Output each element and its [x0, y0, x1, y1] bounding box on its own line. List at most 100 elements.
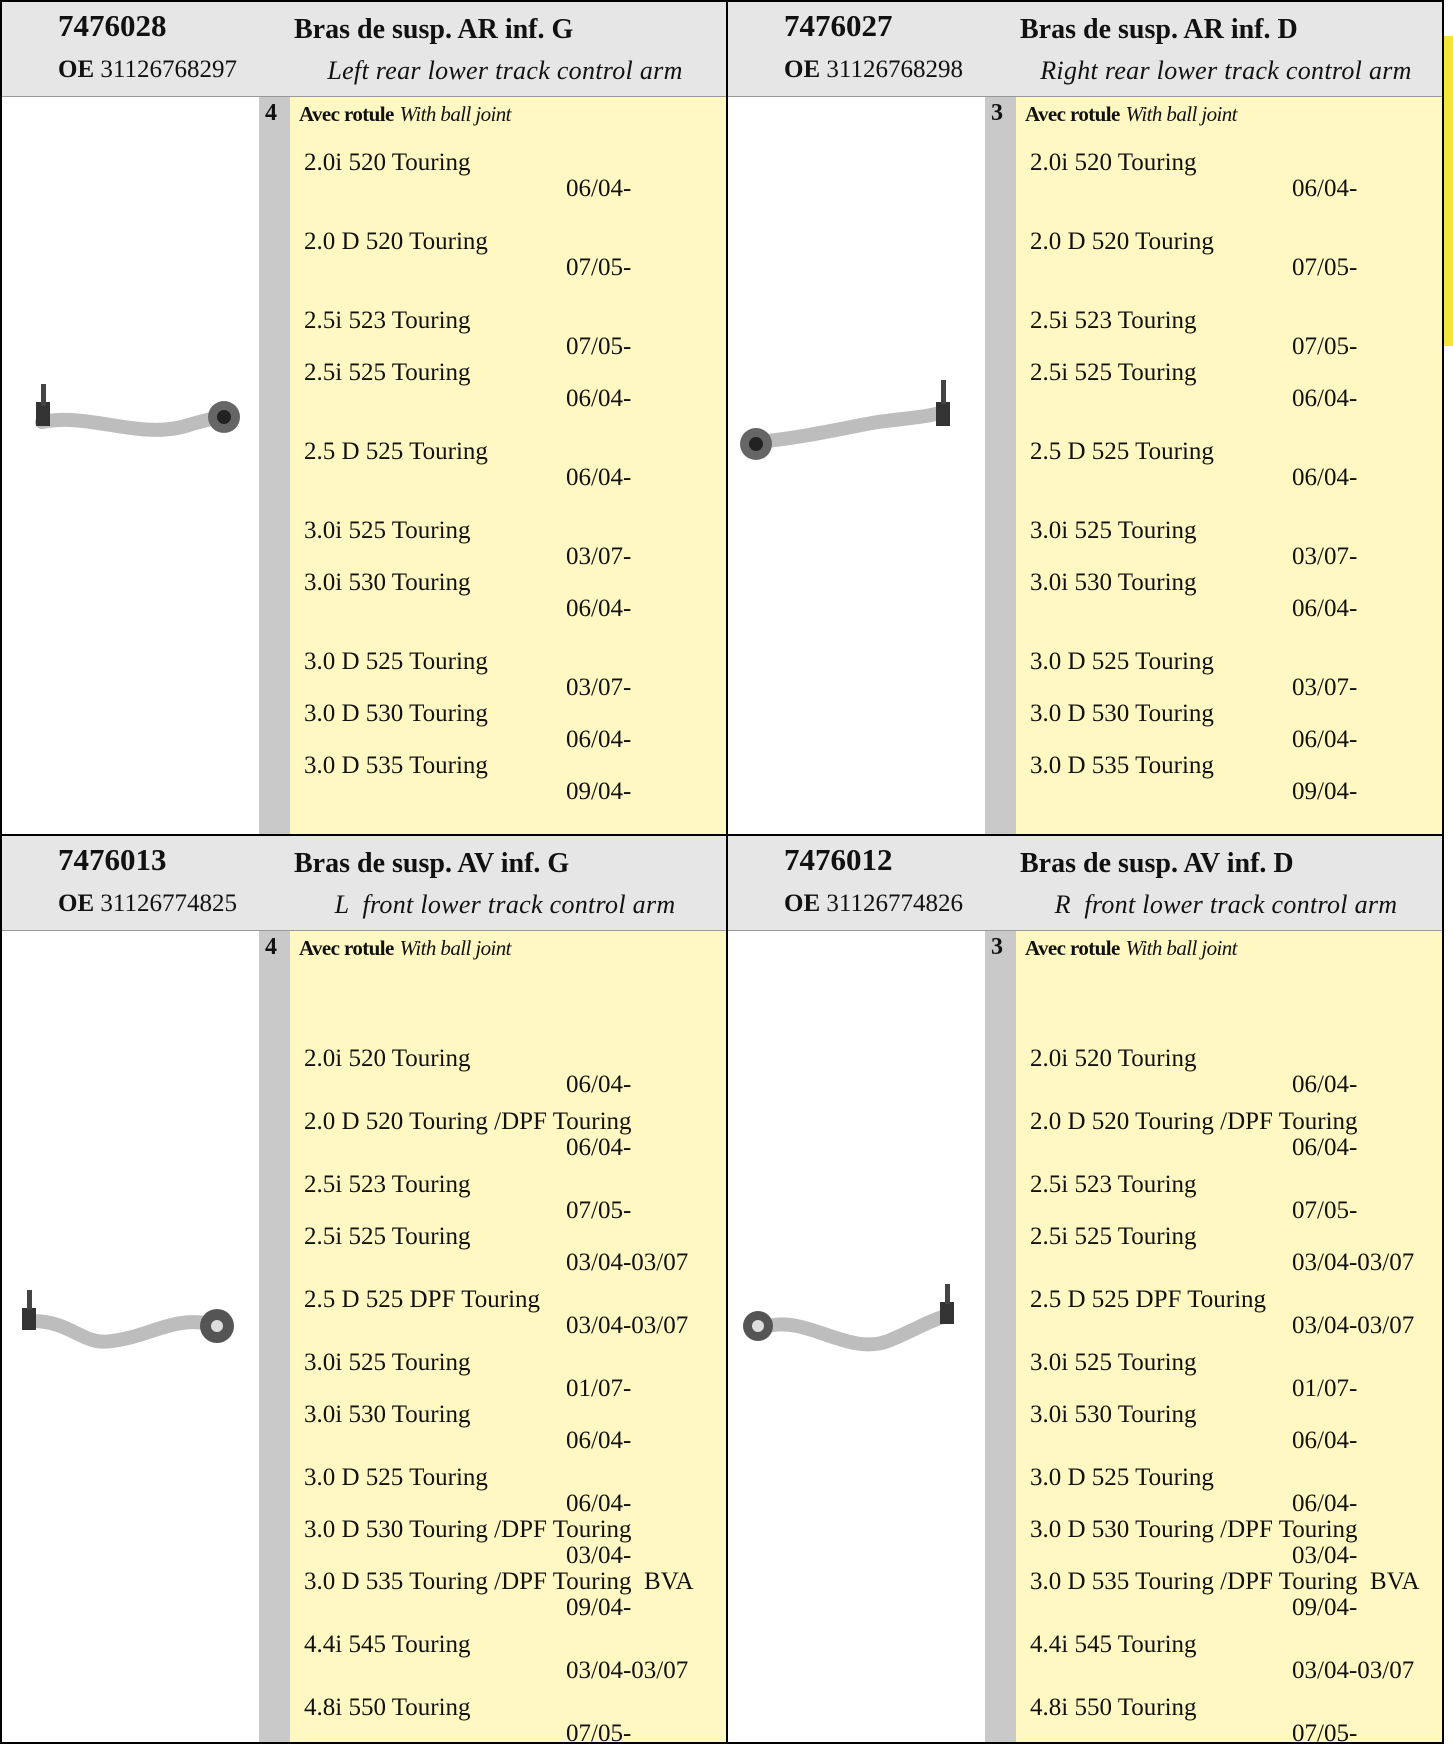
panel-header: 7476027 Bras de susp. AR inf. D OE 3112676… — [728, 2, 1442, 97]
application-group: 3.0i 525 Touring 03/07- 3.0i 530 Touring 06… — [304, 518, 722, 622]
note-french: Avec rotule — [299, 936, 394, 960]
production-date: 06/04- — [1292, 1134, 1358, 1161]
application-group: 2.0 D 520 Touring /DPF Touring 06/04- — [304, 1109, 722, 1161]
oe-value: 31126768298 — [826, 56, 963, 83]
production-date: 07/05- — [1292, 333, 1358, 360]
application-row: 2.5 D 525 Touring 06/04- — [304, 439, 722, 491]
application-row: 2.5i 523 Touring 07/05- — [1030, 1172, 1438, 1224]
application-row: 2.5i 523 Touring 07/05- — [304, 308, 722, 360]
application-row: 3.0 D 530 Touring /DPF Touring 03/04- — [304, 1517, 722, 1569]
application-row: 3.0 D 525 Touring 03/07- — [1030, 649, 1438, 701]
vehicle-model: 4.4i 545 Touring — [304, 1631, 471, 1658]
application-list: 2.0i 520 Touring 06/04- 2.0 D 520 Touring … — [1030, 1045, 1438, 1744]
vehicle-model: 2.5 D 525 Touring — [1030, 438, 1214, 465]
vehicle-model: 2.5 D 525 Touring — [304, 438, 488, 465]
vehicle-model: 3.0i 525 Touring — [1030, 517, 1197, 544]
oe-number: OE 31126774826 — [784, 890, 963, 918]
vehicle-model: 3.0 D 535 Touring — [304, 752, 488, 779]
vehicle-model: 3.0 D 530 Touring /DPF Touring — [304, 1516, 632, 1543]
application-row: 3.0 D 530 Touring 06/04- — [304, 701, 722, 753]
application-row: 3.0 D 535 Touring 09/04- — [304, 753, 722, 805]
application-row: 2.0 D 520 Touring /DPF Touring 06/04- — [304, 1109, 722, 1161]
vehicle-model: 3.0i 530 Touring — [304, 1401, 471, 1428]
application-row: 2.5i 525 Touring 03/04-03/07 — [304, 1224, 722, 1276]
application-list: 2.0i 520 Touring 06/04- 2.0 D 520 Touring 0… — [304, 150, 722, 835]
application-group: 2.5 D 525 Touring 06/04- — [1030, 439, 1438, 491]
note-english: With ball joint — [1125, 102, 1238, 126]
vehicle-model: 2.5i 523 Touring — [304, 1171, 471, 1198]
production-date: 09/04- — [566, 778, 632, 805]
application-row: 2.5i 523 Touring 07/05- — [1030, 308, 1438, 360]
product-panel: 7476028 Bras de susp. AR inf. G OE 3112676… — [0, 0, 728, 836]
note-english: With ball joint — [399, 102, 512, 126]
production-date: 01/07- — [566, 1375, 632, 1402]
product-code: 7476027 — [784, 8, 893, 43]
application-row: 3.0i 530 Touring 06/04- — [1030, 1402, 1438, 1454]
vehicle-model: 2.0i 520 Touring — [304, 149, 471, 176]
production-date: 06/04- — [566, 595, 632, 622]
application-row: 2.0i 520 Touring 06/04- — [304, 1046, 722, 1098]
production-date: 07/05- — [1292, 1197, 1358, 1224]
application-list: 2.0i 520 Touring 06/04- 2.0 D 520 Touring 0… — [1030, 150, 1438, 835]
note-english: With ball joint — [1125, 936, 1238, 960]
production-date: 03/04-03/07 — [566, 1657, 689, 1684]
production-date: 06/04- — [1292, 1427, 1358, 1454]
note: Avec rotule With ball joint — [299, 102, 511, 127]
product-panel: 7476012 Bras de susp. AV inf. D OE 3112677… — [726, 834, 1444, 1744]
production-date: 07/05- — [566, 333, 632, 360]
production-date: 03/04- — [1292, 1542, 1358, 1569]
production-date: 07/05- — [1292, 254, 1358, 281]
panel-header: 7476012 Bras de susp. AV inf. D OE 3112677… — [728, 836, 1442, 931]
application-row: 2.5i 525 Touring 03/04-03/07 — [1030, 1224, 1438, 1276]
application-row: 2.5i 523 Touring 07/05- — [304, 1172, 722, 1224]
quantity: 4 — [265, 100, 277, 126]
vehicle-model: 3.0 D 530 Touring — [1030, 700, 1214, 727]
production-date: 06/04- — [566, 726, 632, 753]
application-row: 3.0i 525 Touring 01/07- — [304, 1350, 722, 1402]
application-group: 2.5i 523 Touring 07/05- 2.5i 525 Touring 03… — [304, 1172, 722, 1276]
oe-value: 31126774825 — [100, 890, 237, 917]
application-group: 3.0 D 525 Touring 03/07- 3.0 D 530 Touring… — [1030, 649, 1438, 805]
vehicle-model: 3.0i 530 Touring — [304, 569, 471, 596]
application-group: 3.0 D 525 Touring 03/07- 3.0 D 530 Touring… — [304, 649, 722, 805]
yellow-column — [290, 930, 726, 1742]
product-code: 7476028 — [58, 8, 167, 43]
application-group: 4.8i 550 Touring 07/05- — [304, 1695, 722, 1743]
strip-column — [985, 96, 1016, 834]
application-group: 2.0i 520 Touring 06/04- — [1030, 150, 1438, 202]
application-row: 2.5 D 525 DPF Touring 03/04-03/07 — [304, 1287, 722, 1339]
vehicle-model: 3.0 D 525 Touring — [1030, 648, 1214, 675]
note-french: Avec rotule — [1025, 102, 1120, 126]
production-date: 03/04-03/07 — [1292, 1312, 1415, 1339]
oe-label: OE — [58, 890, 95, 917]
production-date: 03/04-03/07 — [1292, 1249, 1415, 1276]
product-code: 7476012 — [784, 842, 893, 877]
production-date: 06/04- — [1292, 1071, 1358, 1098]
application-group: 2.5i 523 Touring 07/05- 2.5i 525 Touring 06… — [1030, 308, 1438, 412]
production-date: 09/04- — [566, 1594, 632, 1621]
part-image — [740, 380, 950, 460]
oe-number: OE 31126774825 — [58, 890, 237, 918]
vehicle-model: 2.5i 523 Touring — [304, 307, 471, 334]
title-english: R front lower track control arm — [1054, 890, 1398, 919]
production-date: 06/04- — [566, 1490, 632, 1517]
application-group: 2.0 D 520 Touring 07/05- — [304, 229, 722, 281]
panel-header: 7476028 Bras de susp. AR inf. G OE 3112676… — [2, 2, 726, 97]
vehicle-model: 2.0 D 520 Touring /DPF Touring — [1030, 1108, 1358, 1135]
vehicle-model: 2.0i 520 Touring — [1030, 1045, 1197, 1072]
vehicle-model: 3.0i 525 Touring — [304, 1349, 471, 1376]
application-row: 2.5i 525 Touring 06/04- — [304, 360, 722, 412]
production-date: 06/04- — [566, 1427, 632, 1454]
production-date: 03/04-03/07 — [566, 1249, 689, 1276]
application-group: 2.5 D 525 DPF Touring 03/04-03/07 — [1030, 1287, 1438, 1339]
vehicle-model: 2.5 D 525 DPF Touring — [1030, 1286, 1267, 1313]
title-french: Bras de susp. AR inf. D — [1020, 14, 1298, 45]
note: Avec rotule With ball joint — [1025, 102, 1237, 127]
vehicle-model: 3.0i 525 Touring — [304, 517, 471, 544]
production-date: 07/05- — [1292, 1720, 1358, 1744]
application-group: 2.0i 520 Touring 06/04- — [304, 150, 722, 202]
title-french: Bras de susp. AV inf. G — [294, 848, 570, 879]
quantity: 3 — [991, 934, 1003, 960]
application-row: 3.0i 525 Touring 01/07- — [1030, 1350, 1438, 1402]
